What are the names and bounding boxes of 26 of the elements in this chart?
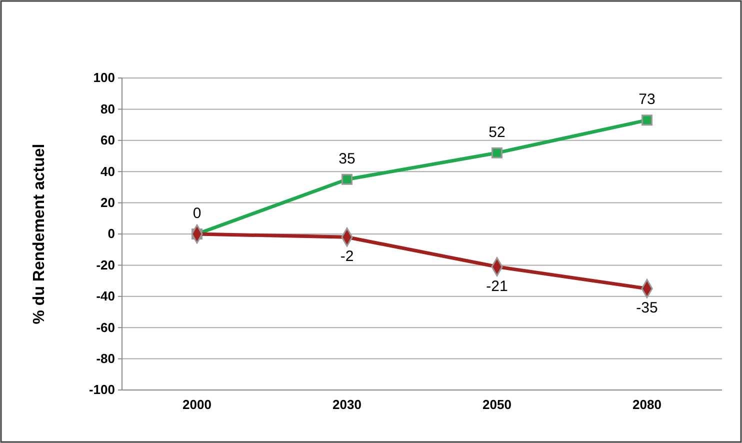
- y-tick-label: 40: [100, 164, 115, 179]
- x-tick-label: 2050: [482, 397, 512, 412]
- y-tick-label: 80: [100, 101, 115, 116]
- data-label: 35: [338, 150, 356, 168]
- x-tick-label: 2000: [182, 397, 212, 412]
- y-tick-label: 100: [93, 70, 115, 86]
- y-tick-label: -80: [96, 350, 115, 366]
- data-label: -21: [486, 278, 508, 295]
- y-tick-label: -100: [88, 382, 115, 398]
- x-tick-label: 2030: [332, 397, 362, 412]
- y-tick-label: 60: [100, 132, 115, 148]
- point: [342, 174, 352, 185]
- data-label: 0: [192, 205, 202, 222]
- y-tick-label: -40: [96, 288, 115, 304]
- y-tick-label: -20: [96, 257, 115, 272]
- data-label: -35: [636, 300, 658, 317]
- point: [492, 147, 502, 158]
- x-tick-label: 2080: [632, 397, 662, 412]
- data-label: 73: [638, 91, 656, 108]
- point: [642, 114, 652, 126]
- y-tick-label: 20: [100, 194, 115, 210]
- y-tick-label: 0: [108, 226, 115, 242]
- data-label: -2: [340, 248, 354, 266]
- y-tick-label: -60: [96, 320, 115, 335]
- y-axis-title: % du Rendement actuel: [31, 144, 48, 324]
- data-label: 52: [488, 124, 506, 141]
